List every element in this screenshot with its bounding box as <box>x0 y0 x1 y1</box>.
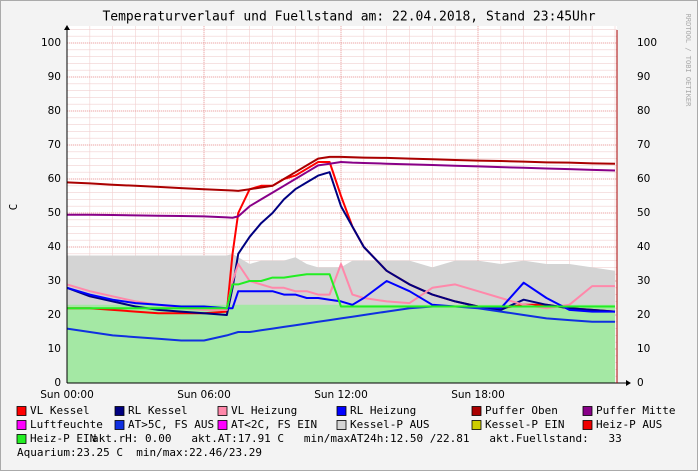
legend-swatch <box>16 406 27 416</box>
x-tick-label: Sun 06:00 <box>177 389 231 401</box>
ticks: 0 0 10 10 20 20 30 30 40 40 50 50 60 60 70 70 80 80 90 90 10… <box>40 37 657 401</box>
y-tick-label: 70 <box>48 139 61 151</box>
footer-line: akt.rH: 0.00 akt.AT:17.91 C min/maxAT24h… <box>92 432 622 445</box>
y2-tick-label: 50 <box>637 207 650 219</box>
y-tick-label: 30 <box>48 275 61 287</box>
legend-label: Puffer Oben <box>485 404 558 417</box>
axes <box>64 25 631 386</box>
x-tick-label: Sun 12:00 <box>314 389 368 401</box>
y2-tick-label: 80 <box>637 105 650 117</box>
y2-tick-label: 20 <box>637 309 650 321</box>
x-tick-label: Sun 18:00 <box>451 389 505 401</box>
line <box>67 273 615 310</box>
line <box>67 161 616 219</box>
legend-label: Heiz-P EIN <box>30 432 96 445</box>
y-tick-label: 10 <box>48 343 61 355</box>
watermark: RRDTOOL / TOBI OETIKER <box>684 14 692 108</box>
legend-swatch <box>114 406 125 416</box>
y2-tick-label: 60 <box>637 173 650 185</box>
y-tick-label: 80 <box>48 105 61 117</box>
legend-label: Kessel-P EIN <box>485 418 564 431</box>
legend-label: AT<2C, FS EIN <box>231 418 317 431</box>
y-tick-label: 90 <box>48 71 61 83</box>
y-tick-label: 100 <box>41 37 61 49</box>
legend-label: RL Kessel <box>128 404 188 417</box>
x-axis-arrow <box>626 380 631 386</box>
legend-label: Heiz-P AUS <box>596 418 662 431</box>
chart-title: Temperaturverlauf und Fuellstand am: 22.… <box>102 10 595 25</box>
y-axis-label: C <box>7 204 20 211</box>
legend-swatch <box>16 434 27 444</box>
y2-tick-label: 70 <box>637 139 650 151</box>
y2-tick-label: 0 <box>637 377 644 389</box>
line <box>66 305 615 342</box>
y-tick-label: 40 <box>48 241 61 253</box>
legend-swatch <box>336 406 347 416</box>
area <box>67 304 615 383</box>
legend-label: Luftfeuchte <box>30 418 103 431</box>
legend-swatch <box>582 406 593 416</box>
legend-label: VL Heizung <box>231 404 297 417</box>
y2-tick-label: 10 <box>637 343 650 355</box>
legend-label: VL Kessel <box>30 404 90 417</box>
y-tick-label: 20 <box>48 309 61 321</box>
line <box>66 280 615 313</box>
legend-swatch <box>336 420 347 430</box>
legend: VL Kessel RL Kessel VL Heizung RL Heizung Pu… <box>16 404 675 445</box>
x-tick-label: Sun 00:00 <box>40 389 94 401</box>
legend-swatch <box>217 420 228 430</box>
lines <box>66 155 616 342</box>
y2-tick-label: 100 <box>637 37 657 49</box>
legend-label: Kessel-P AUS <box>350 418 429 431</box>
legend-label: AT>5C, FS AUS <box>128 418 214 431</box>
y2-tick-label: 40 <box>637 241 650 253</box>
legend-swatch <box>217 406 228 416</box>
legend-swatch <box>471 406 482 416</box>
legend-swatch <box>114 420 125 430</box>
line <box>66 171 616 316</box>
y2-tick-label: 30 <box>637 275 650 287</box>
y-axis-arrow <box>64 25 70 30</box>
legend-label: RL Heizung <box>350 404 416 417</box>
y-tick-label: 50 <box>48 207 61 219</box>
y-tick-label: 0 <box>54 377 61 389</box>
y-tick-label: 60 <box>48 173 61 185</box>
legend-swatch <box>16 420 27 430</box>
line <box>66 155 616 192</box>
y2-tick-label: 90 <box>637 71 650 83</box>
legend-label: Puffer Mitte <box>596 404 675 417</box>
legend-swatch <box>471 420 482 430</box>
legend-swatch <box>582 420 593 430</box>
footer-line: Aquarium:23.25 C min/max:22.46/23.29 <box>17 446 262 459</box>
